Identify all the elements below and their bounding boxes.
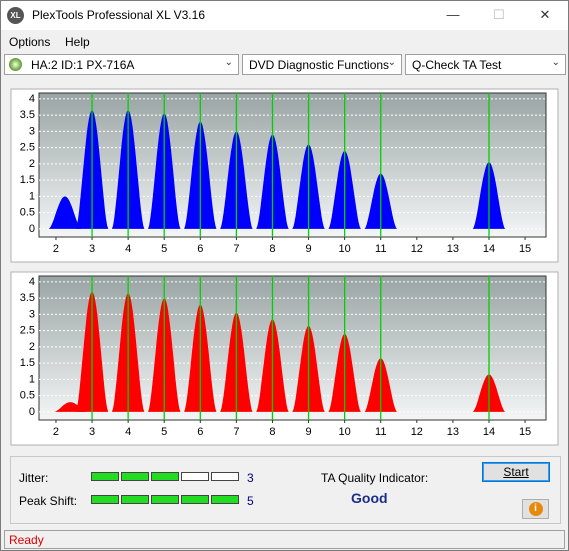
start-button[interactable]: Start <box>482 462 550 482</box>
meter-cell <box>121 472 149 481</box>
x-tick-label: 4 <box>125 426 131 438</box>
menu-item[interactable]: Help <box>65 35 90 49</box>
x-tick-label: 10 <box>339 426 351 438</box>
x-tick-label: 3 <box>89 426 95 438</box>
x-tick-label: 12 <box>411 426 423 438</box>
x-tick-label: 2 <box>53 243 59 255</box>
x-tick-label: 6 <box>197 426 203 438</box>
y-tick-label: 3.5 <box>20 292 35 304</box>
meter-cell <box>211 472 239 481</box>
y-tick-label: 0.5 <box>20 390 35 402</box>
y-tick-label: 1 <box>29 190 35 202</box>
y-tick-label: 0 <box>29 406 35 418</box>
y-tick-label: 2.5 <box>20 142 35 154</box>
x-tick-label: 5 <box>161 426 167 438</box>
results-panel <box>10 456 561 524</box>
y-tick-label: 1 <box>29 373 35 385</box>
y-tick-label: 4 <box>29 93 35 105</box>
x-tick-label: 7 <box>233 426 239 438</box>
maximize-button[interactable]: ☐ <box>493 7 505 22</box>
meter-cell <box>121 495 149 504</box>
test-select[interactable]: Q-Check TA Test ⌄ <box>405 54 566 75</box>
x-tick-label: 8 <box>269 243 275 255</box>
drive-label: HA:2 ID:1 PX-716A <box>31 58 135 72</box>
status-text: Ready <box>9 533 44 547</box>
x-tick-label: 15 <box>519 426 531 438</box>
drive-icon <box>9 58 22 71</box>
meter-cell <box>181 495 209 504</box>
x-tick-label: 9 <box>305 426 311 438</box>
test-label: Q-Check TA Test <box>412 58 502 72</box>
x-tick-label: 14 <box>483 243 495 255</box>
meter-cell <box>91 472 119 481</box>
x-tick-label: 7 <box>233 243 239 255</box>
y-tick-label: 0.5 <box>20 207 35 219</box>
x-tick-label: 6 <box>197 243 203 255</box>
y-tick-label: 2 <box>29 158 35 170</box>
x-tick-label: 12 <box>411 243 423 255</box>
x-tick-label: 14 <box>483 426 495 438</box>
info-button[interactable]: i <box>522 499 549 519</box>
x-tick-label: 5 <box>161 243 167 255</box>
info-icon: i <box>528 502 543 516</box>
x-tick-label: 11 <box>375 426 386 438</box>
meter-cell <box>151 495 179 504</box>
peak-shift-meter <box>91 495 239 504</box>
x-tick-label: 8 <box>269 426 275 438</box>
y-tick-label: 1.5 <box>20 357 35 369</box>
y-tick-label: 1.5 <box>20 174 35 186</box>
meter-cell <box>91 495 119 504</box>
x-tick-label: 4 <box>125 243 131 255</box>
charts: 00.511.522.533.542 3 4 5 6 7 8 9 10 11 12 13 14 1500.… <box>10 88 559 446</box>
jitter-label: Jitter: <box>19 471 49 485</box>
status-bar: Ready <box>4 530 565 549</box>
app-icon: XL <box>7 7 24 24</box>
meter-cell <box>181 472 209 481</box>
y-tick-label: 3 <box>29 308 35 320</box>
menu-item[interactable]: Options <box>9 35 51 49</box>
peak-shift-label: Peak Shift: <box>19 494 78 508</box>
x-tick-label: 15 <box>519 243 531 255</box>
x-tick-label: 10 <box>339 243 351 255</box>
y-tick-label: 2 <box>29 341 35 353</box>
quality-label: TA Quality Indicator: <box>321 471 429 485</box>
peak-shift-value: 5 <box>247 494 254 508</box>
window-title: PlexTools Professional XL V3.16 <box>32 8 205 22</box>
function-select[interactable]: DVD Diagnostic Functions ⌄ <box>242 54 402 75</box>
y-tick-label: 3.5 <box>20 109 35 121</box>
jitter-meter <box>91 472 239 481</box>
minimize-button[interactable]: — <box>446 7 460 22</box>
x-tick-label: 2 <box>53 426 59 438</box>
meter-cell <box>211 495 239 504</box>
jitter-value: 3 <box>247 471 254 485</box>
y-tick-label: 3 <box>29 125 35 137</box>
meter-cell <box>151 472 179 481</box>
x-tick-label: 13 <box>447 426 459 438</box>
y-tick-label: 2.5 <box>20 325 35 337</box>
x-tick-label: 9 <box>305 243 311 255</box>
drive-select[interactable]: HA:2 ID:1 PX-716A ⌄ <box>4 54 239 75</box>
x-tick-label: 11 <box>375 243 386 255</box>
function-label: DVD Diagnostic Functions <box>249 58 390 72</box>
quality-value: Good <box>351 490 388 506</box>
y-tick-label: 4 <box>29 276 35 288</box>
x-tick-label: 3 <box>89 243 95 255</box>
close-button[interactable]: ✕ <box>539 7 551 22</box>
title-bar: XL PlexTools Professional XL V3.16 — ☐ ✕ <box>1 1 568 30</box>
histogram-peak <box>48 196 82 229</box>
x-tick-label: 13 <box>447 243 459 255</box>
y-tick-label: 0 <box>29 223 35 235</box>
